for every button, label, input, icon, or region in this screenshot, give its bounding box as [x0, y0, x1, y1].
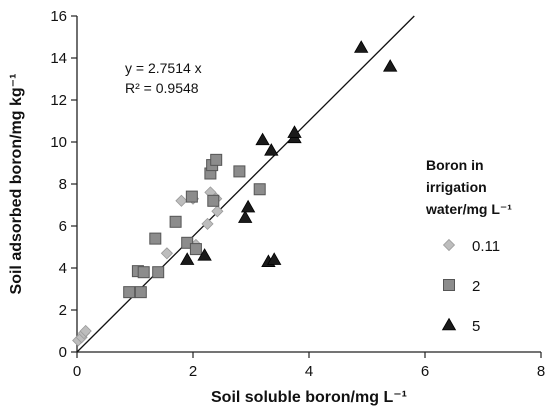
legend: Boron in irrigation water/mg L⁻¹ 0.11 2 5 — [425, 157, 512, 335]
data-point-triangle — [383, 59, 398, 72]
data-point-triangle — [264, 143, 279, 156]
data-point-square — [181, 236, 194, 249]
data-point-triangle — [287, 125, 302, 138]
legend-swatch-triangle — [441, 317, 457, 331]
data-point-triangle — [354, 40, 369, 53]
legend-swatch-square — [443, 279, 455, 291]
data-point-triangle — [255, 132, 270, 146]
x-tick-label: 8 — [537, 363, 545, 380]
y-tick-label: 4 — [59, 260, 67, 277]
legend-swatch-diamond — [442, 238, 456, 252]
data-point-diamond — [201, 217, 214, 230]
data-point-triangle — [238, 210, 253, 223]
legend-items: 0.11 2 5 — [441, 238, 500, 335]
legend-title-line: water/mg L⁻¹ — [425, 201, 512, 217]
data-point-triangle — [240, 199, 256, 213]
data-point-square — [210, 153, 223, 166]
data-point-square — [185, 190, 198, 203]
data-point-triangle — [180, 252, 195, 265]
x-tick-label: 4 — [305, 363, 313, 380]
data-point-square — [149, 232, 162, 245]
y-axis-title: Soil adsorbed boron/mg kg⁻¹ — [8, 74, 25, 295]
y-tick-label: 16 — [50, 8, 67, 25]
data-point-square — [169, 215, 182, 228]
legend-label: 2 — [472, 278, 480, 295]
y-tick-label: 2 — [59, 302, 67, 319]
data-point-square — [233, 165, 246, 178]
x-tick-label: 6 — [421, 363, 429, 380]
data-point-diamond — [79, 324, 92, 338]
legend-label: 0.11 — [472, 238, 500, 255]
data-point-diamond — [211, 205, 224, 218]
data-point-square — [134, 286, 147, 299]
y-tick-label: 10 — [50, 134, 67, 151]
y-tick-label: 6 — [59, 218, 67, 235]
data-point-square — [189, 243, 202, 256]
data-point-square — [152, 266, 165, 279]
y-tick-label: 0 — [59, 344, 67, 361]
legend-title-line: irrigation — [426, 179, 487, 195]
trendline-equation: y = 2.7514 x — [125, 60, 202, 76]
data-point-diamond — [175, 194, 188, 207]
tick-layer: 0 2 4 6 8 10 12 14 16 0 2 4 6 8 — [50, 8, 545, 380]
data-point-square — [253, 183, 266, 196]
x-tick-label: 2 — [189, 363, 197, 380]
data-point-square — [123, 286, 136, 299]
x-axis-title: Soil soluble boron/mg L⁻¹ — [211, 389, 407, 406]
y-tick-label: 14 — [50, 50, 67, 67]
legend-title-line: Boron in — [426, 157, 484, 173]
legend-label: 5 — [472, 318, 480, 335]
data-point-diamond — [160, 247, 173, 260]
y-tick-label: 12 — [50, 92, 67, 109]
y-tick-label: 8 — [59, 176, 67, 193]
data-point-square — [207, 194, 220, 207]
data-points-layer — [72, 40, 398, 347]
data-point-triangle — [267, 252, 282, 265]
data-point-triangle — [197, 248, 212, 261]
data-point-square — [137, 266, 150, 279]
x-tick-label: 0 — [73, 363, 81, 380]
trendline-r-squared: R² = 0.9548 — [125, 80, 199, 96]
